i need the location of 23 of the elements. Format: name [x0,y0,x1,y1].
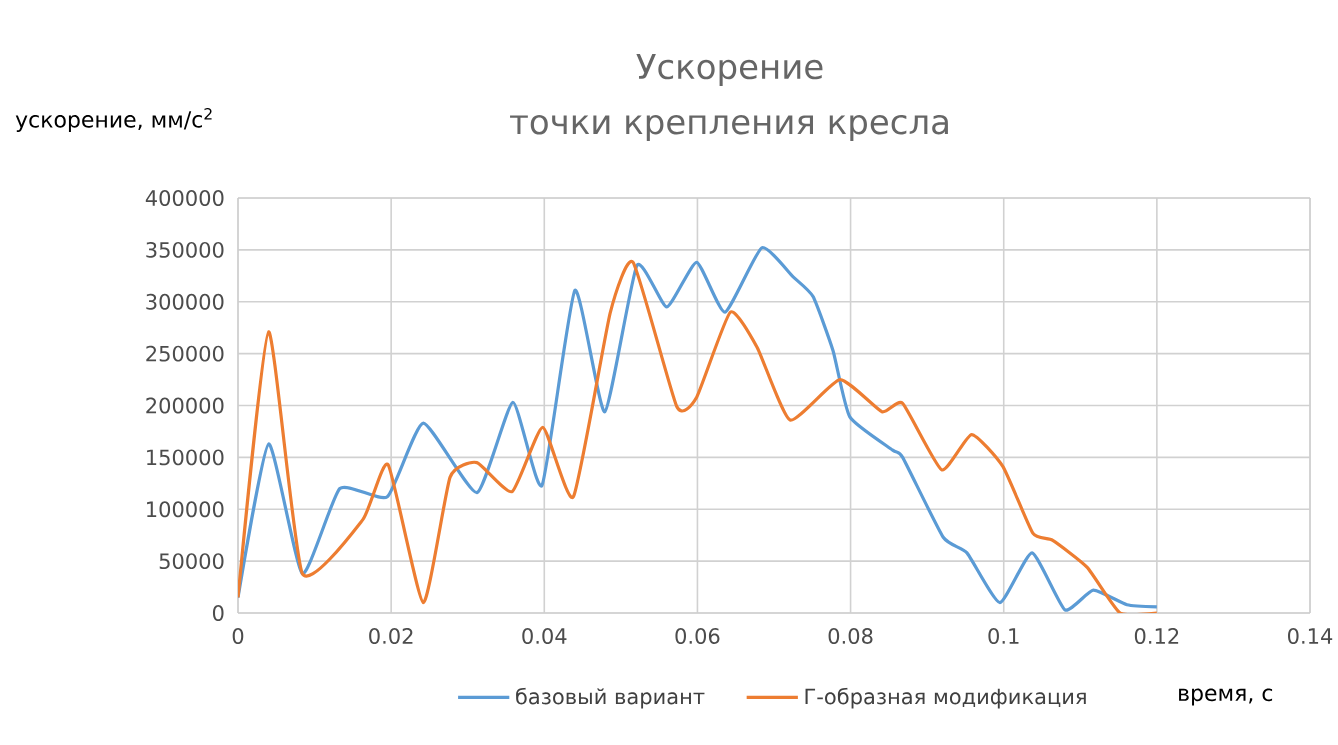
y-tick-label: 150000 [147,449,224,466]
y-tick-label: 0 [212,605,224,621]
chart-title: Ускорение [636,54,823,86]
legend-label: Г-образная модификация [805,687,1086,709]
y-tick-label: 350000 [146,241,224,258]
chart-subtitle: точки крепления кресла [510,114,948,142]
y-tick-label: 250000 [146,345,224,362]
y-tick-label: 400000 [145,190,224,206]
legend-label: базовый вариант [516,687,705,709]
x-tick-label: 0.14 [1288,628,1333,644]
y-tick-label: 50000 [159,553,224,570]
y-tick-label: 200000 [146,397,224,414]
x-tick-label: 0.04 [522,628,567,644]
x-tick-label: 0.02 [369,628,413,644]
x-tick-label: 0.06 [675,628,720,644]
x-tick-label: 0 [232,628,244,644]
y-axis-title: ускорение, мм/с$^{2}$ [15,108,212,132]
x-tick-label: 0.12 [1134,628,1179,644]
y-tick-label: 100000 [147,501,224,518]
y-tick-label: 300000 [146,293,224,310]
x-axis-title: время, с [1179,688,1273,706]
x-tick-label: 0.08 [828,628,873,644]
x-tick-label: 0.1 [988,628,1019,644]
